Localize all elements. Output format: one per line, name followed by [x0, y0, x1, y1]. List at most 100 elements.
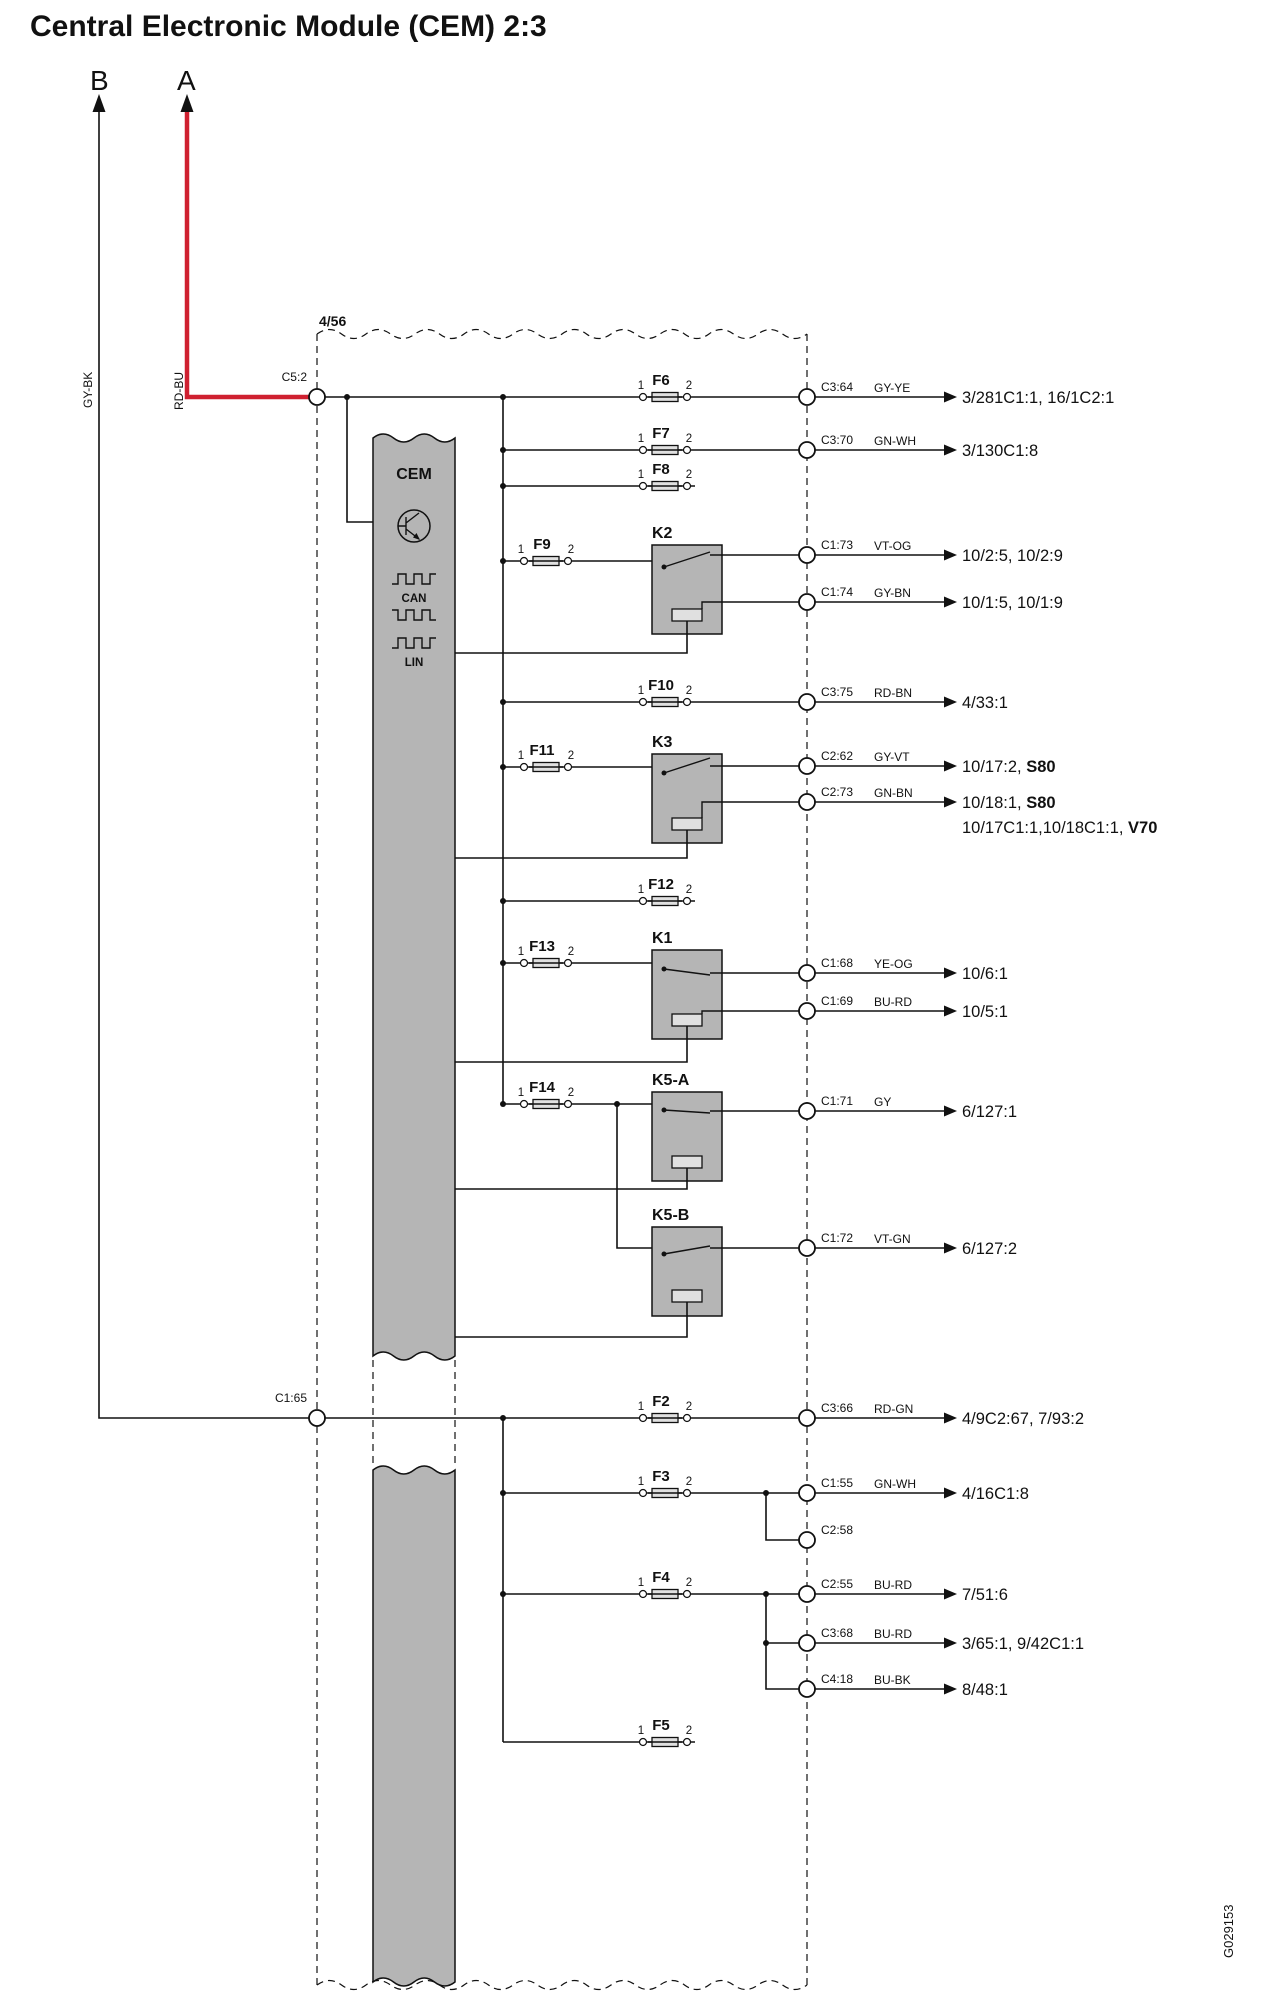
arrow-label-a: A	[177, 65, 196, 96]
arrow-right-icon	[944, 796, 957, 808]
fuse-f3	[638, 1487, 692, 1499]
arrow-right-icon	[944, 696, 957, 708]
relay-label-k5-b: K5-B	[652, 1207, 689, 1224]
connector-terminals	[308, 388, 816, 1698]
fuse-pin2	[682, 1488, 692, 1498]
relay-k3	[455, 753, 799, 859]
relay-coil-return	[455, 830, 688, 859]
relay-pivot	[661, 966, 667, 972]
fuse-pin1	[519, 958, 529, 968]
cem-module-bar	[372, 433, 456, 1987]
connector-label: C3:70	[821, 433, 853, 447]
pin-label: 2	[568, 750, 574, 762]
connector-label: C1:73	[821, 538, 853, 552]
junction-dot	[614, 1101, 620, 1107]
cem-bar-upper	[372, 433, 456, 1361]
fuse-label-f7: F7	[652, 425, 670, 442]
connector-label-c1-65: C1:65	[275, 1391, 307, 1405]
arrow-right-icon	[944, 1412, 957, 1424]
destination-arrows	[944, 391, 957, 1695]
connector-c1-65	[308, 1409, 326, 1427]
relay-coil-return	[455, 1168, 688, 1190]
connector-label: C3:68	[821, 1626, 853, 1640]
arrow-right-icon	[944, 444, 957, 456]
junction-dot	[500, 699, 506, 705]
arrow-right-icon	[944, 1105, 957, 1117]
fuse-pin2	[682, 445, 692, 455]
destination-label: 4/9C2:67, 7/93:2	[962, 1410, 1084, 1428]
fuse-pin1	[638, 1589, 648, 1599]
destination-label: 8/48:1	[962, 1681, 1008, 1699]
connector-c3-68	[798, 1634, 816, 1652]
arrow-up-a-icon	[180, 94, 194, 112]
connector-label: C1:71	[821, 1094, 853, 1108]
connector-label: C4:18	[821, 1672, 853, 1686]
fuse-label-f8: F8	[652, 461, 670, 478]
pin-label: 2	[568, 946, 574, 958]
pin-label: 2	[686, 1401, 692, 1413]
junction-dot	[500, 1591, 506, 1597]
connector-label: C1:74	[821, 585, 853, 599]
connector-c1-55	[798, 1484, 816, 1502]
relay-label-k2: K2	[652, 525, 673, 542]
connector-label: C1:69	[821, 994, 853, 1008]
connector-c3-66	[798, 1409, 816, 1427]
destination-label: 10/5:1	[962, 1003, 1008, 1021]
pin-label: 1	[638, 380, 644, 392]
junction-dot	[500, 447, 506, 453]
pin-label: 1	[638, 433, 644, 445]
relay-k5-b	[455, 1226, 799, 1338]
fuse-pin1	[638, 1413, 648, 1423]
pin-label: 1	[638, 1725, 644, 1737]
connector-label: C3:66	[821, 1401, 853, 1415]
connector-c2-58	[798, 1531, 816, 1549]
relay-pivot	[661, 564, 667, 570]
fuse-pin2	[563, 1099, 573, 1109]
wire-color-label: VT-GN	[874, 1232, 911, 1246]
wire-color-label: BU-BK	[874, 1673, 911, 1687]
connector-label: C3:64	[821, 380, 853, 394]
destination-label: 4/16C1:8	[962, 1485, 1029, 1503]
junction-dot	[500, 1490, 506, 1496]
arrow-right-icon	[944, 1637, 957, 1649]
destination-label: 3/65:1, 9/42C1:1	[962, 1635, 1084, 1653]
connector-label: C2:58	[821, 1523, 853, 1537]
relay-coil	[671, 608, 703, 622]
connector-label: C1:55	[821, 1476, 853, 1490]
relay-switch	[663, 551, 799, 568]
pin-label: 1	[518, 946, 524, 958]
junction-dot	[500, 960, 506, 966]
relay-coil-return	[455, 621, 688, 654]
arrow-up-b-icon	[92, 94, 106, 112]
cem-bar-lower	[372, 1465, 456, 1987]
fuse-pin2	[682, 1737, 692, 1747]
fuse-f14	[519, 1098, 573, 1110]
square-wave-icon	[392, 637, 436, 649]
wire-branch-c2-58	[765, 1493, 799, 1541]
pin-label: 2	[686, 380, 692, 392]
arrow-right-icon	[944, 1487, 957, 1499]
wire-color-label: GY	[874, 1095, 891, 1109]
connector-c1-69	[798, 1002, 816, 1020]
wire-color-label: GN-WH	[874, 1477, 916, 1491]
relay-coil	[671, 1289, 703, 1303]
wire-k5b-feed	[616, 1104, 652, 1249]
wire-color-label: BU-RD	[874, 1578, 912, 1592]
fuse-f4	[638, 1588, 692, 1600]
fuse-label-f6: F6	[652, 372, 670, 389]
fuse-f2	[638, 1412, 692, 1424]
fuse-label-f13: F13	[529, 938, 555, 955]
can-bus-label: CAN	[402, 593, 427, 605]
destination-label: 6/127:1	[962, 1103, 1017, 1121]
relay-pivot	[661, 1251, 667, 1257]
arrow-right-icon	[944, 760, 957, 772]
fuse-pin1	[519, 762, 529, 772]
fuse-label-f14: F14	[529, 1079, 556, 1096]
fuse-pin1	[638, 697, 648, 707]
junction-dot	[763, 1640, 769, 1646]
destination-label: 6/127:2	[962, 1240, 1017, 1258]
fuse-pin1	[638, 445, 648, 455]
fuse-pin1	[519, 1099, 529, 1109]
fuse-f12	[638, 895, 692, 907]
relay-pivot	[661, 770, 667, 776]
